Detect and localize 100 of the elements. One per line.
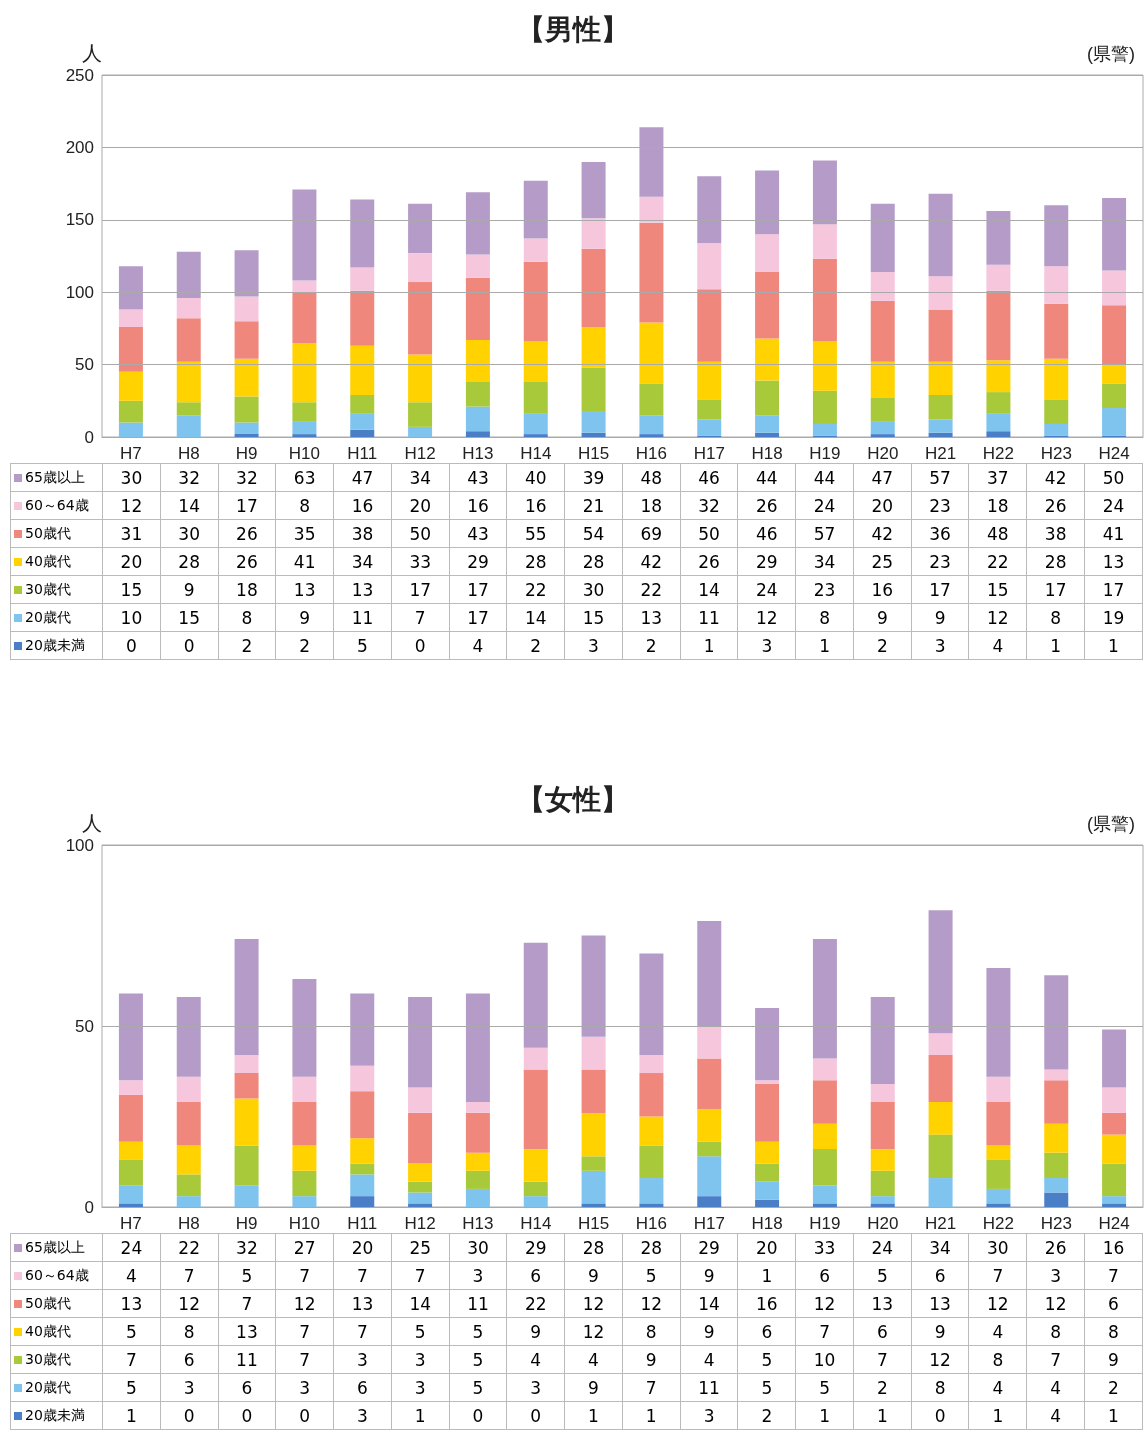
- data-label: 10: [102, 603, 161, 632]
- data-label: 32: [680, 491, 738, 520]
- data-label: 16: [333, 491, 392, 520]
- x-tick-label: H23: [1040, 1214, 1072, 1233]
- data-label: 6: [795, 1261, 854, 1290]
- y-tick-label: 250: [65, 65, 94, 85]
- data-label: 1: [795, 1401, 854, 1430]
- x-tick-label: H12: [404, 444, 436, 463]
- data-label: 19: [1084, 603, 1143, 632]
- data-label: 30: [160, 519, 219, 548]
- data-label: 6: [737, 1317, 796, 1346]
- data-label: 2: [218, 631, 276, 660]
- data-label: 30: [449, 1233, 507, 1262]
- data-label: 3: [449, 1261, 507, 1290]
- data-label: 69: [622, 519, 681, 548]
- legend-label: 65歳以上: [10, 1233, 103, 1262]
- data-label: 0: [911, 1401, 969, 1430]
- x-tick-label: H7: [120, 1214, 142, 1233]
- data-label: 11: [333, 603, 392, 632]
- x-tick-label: H10: [288, 1214, 321, 1233]
- data-label: 7: [391, 603, 450, 632]
- data-label: 30: [968, 1233, 1027, 1262]
- data-label: 9: [506, 1317, 565, 1346]
- data-label: 4: [680, 1345, 738, 1374]
- data-label: 8: [1026, 1317, 1085, 1346]
- data-label: 5: [795, 1373, 854, 1402]
- data-label: 9: [853, 603, 912, 632]
- data-label: 4: [1026, 1373, 1085, 1402]
- data-label: 36: [911, 519, 969, 548]
- data-label: 26: [1026, 491, 1085, 520]
- data-label: 24: [737, 575, 796, 604]
- data-label: 2: [1084, 1373, 1143, 1402]
- legend-label: 40歳代: [10, 547, 103, 576]
- y-axis-title: 人: [82, 812, 102, 834]
- data-label: 12: [737, 603, 796, 632]
- data-label: 17: [391, 575, 450, 604]
- data-label: 18: [622, 491, 681, 520]
- data-label: 9: [160, 575, 219, 604]
- data-label: 22: [506, 575, 565, 604]
- data-label: 6: [506, 1261, 565, 1290]
- data-label: 3: [564, 631, 623, 660]
- data-label: 23: [795, 575, 854, 604]
- data-label: 46: [680, 463, 738, 492]
- x-tick-label: H18: [751, 444, 783, 463]
- legend-label: 20歳未満: [10, 1401, 103, 1430]
- data-label: 22: [622, 575, 681, 604]
- data-label: 7: [333, 1261, 392, 1290]
- data-label: 7: [795, 1317, 854, 1346]
- data-label: 7: [622, 1373, 681, 1402]
- data-label: 14: [680, 1289, 738, 1318]
- data-label: 32: [160, 463, 219, 492]
- data-label: 44: [795, 463, 854, 492]
- data-label: 26: [218, 519, 276, 548]
- x-tick-label: H24: [1098, 1214, 1130, 1233]
- data-label: 1: [680, 631, 738, 660]
- data-label: 5: [853, 1261, 912, 1290]
- x-tick-label: H9: [235, 444, 258, 463]
- data-label: 17: [911, 575, 969, 604]
- data-label: 12: [160, 1289, 219, 1318]
- data-label: 7: [160, 1261, 219, 1290]
- data-label: 42: [1026, 463, 1085, 492]
- data-label: 7: [275, 1317, 334, 1346]
- data-label: 34: [333, 547, 392, 576]
- data-label: 0: [275, 1401, 334, 1430]
- legend-label: 20歳未満: [10, 631, 103, 660]
- data-label: 8: [275, 491, 334, 520]
- data-label: 5: [622, 1261, 681, 1290]
- data-label: 9: [1084, 1345, 1143, 1374]
- data-label: 16: [506, 491, 565, 520]
- x-tick-label: H19: [809, 444, 841, 463]
- data-label: 13: [1084, 547, 1143, 576]
- data-label: 24: [1084, 491, 1143, 520]
- data-label: 0: [102, 631, 161, 660]
- data-label: 43: [449, 519, 507, 548]
- data-label: 6: [218, 1373, 276, 1402]
- x-tick-label: H16: [635, 1214, 668, 1233]
- data-label: 6: [911, 1261, 969, 1290]
- data-label: 2: [853, 631, 912, 660]
- data-label: 5: [449, 1373, 507, 1402]
- data-label: 5: [102, 1317, 161, 1346]
- data-label: 15: [564, 603, 623, 632]
- data-label: 33: [795, 1233, 854, 1262]
- data-label: 28: [622, 1233, 681, 1262]
- data-label: 12: [564, 1317, 623, 1346]
- x-tick-label: H8: [177, 1214, 200, 1233]
- data-label: 15: [968, 575, 1027, 604]
- data-label: 44: [737, 463, 796, 492]
- data-label: 7: [853, 1345, 912, 1374]
- data-label: 4: [968, 1373, 1027, 1402]
- data-label: 10: [795, 1345, 854, 1374]
- data-label: 3: [391, 1345, 450, 1374]
- data-label: 24: [795, 491, 854, 520]
- data-label: 50: [680, 519, 738, 548]
- legend-label: 30歳代: [10, 1345, 103, 1374]
- data-label: 28: [1026, 547, 1085, 576]
- text: (県警): [1087, 814, 1136, 834]
- data-label: 9: [911, 1317, 969, 1346]
- data-label: 6: [333, 1373, 392, 1402]
- data-label: 13: [333, 575, 392, 604]
- data-label: 28: [506, 547, 565, 576]
